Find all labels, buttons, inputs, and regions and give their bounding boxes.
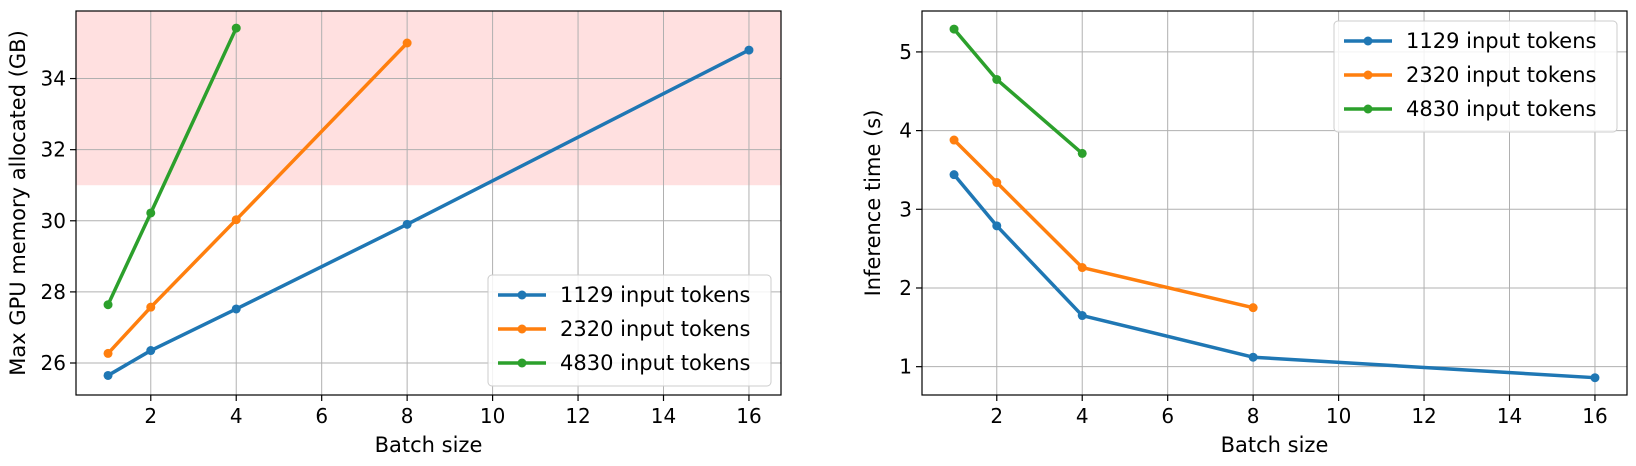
data-point [992,178,1002,188]
y-tick-label: 5 [899,40,912,64]
legend-label: 2320 input tokens [1406,63,1596,87]
x-tick-label: 10 [1326,404,1351,428]
x-tick-label: 10 [480,404,505,428]
data-point [949,24,959,34]
data-point [231,304,241,314]
legend-marker [517,358,527,368]
x-tick-label: 8 [1247,404,1260,428]
plot-frame [921,10,1628,396]
memory-chart: 2 4 6 8 10 12 14 16 26 28 30 32 34 Batch size Max GPU … [6,10,782,457]
legend: 1129 input tokens 2320 input tokens 4830 i… [1333,20,1618,133]
legend-box [1333,20,1618,133]
y-tick-label: 32 [41,138,66,162]
data-point [1077,148,1087,158]
legend-label: 2320 input tokens [560,317,750,341]
data-point [402,219,412,229]
y-axis-label: Max GPU memory allocated (GB) [6,30,30,376]
y-tick-label: 26 [41,351,66,375]
x-tick-label: 14 [1497,404,1522,428]
x-tick-label: 6 [1161,404,1174,428]
x-tick-label: 12 [1411,404,1436,428]
legend-label: 1129 input tokens [1406,29,1596,53]
legend-marker [1363,104,1373,114]
series-line [952,27,1084,156]
x-tick-label: 6 [315,404,328,428]
data-point [146,302,156,312]
x-tick-label: 4 [1076,404,1089,428]
series-line [952,172,1597,380]
data-point [231,23,241,33]
x-tick-label: 14 [651,404,676,428]
data-point [1248,303,1258,313]
legend: 1129 input tokens 2320 input tokens 4830 i… [487,274,772,387]
legend-marker [1363,70,1373,80]
data-point [949,135,959,145]
y-tick-label: 2 [899,276,912,300]
data-point [744,45,754,55]
legend-label: 1129 input tokens [560,283,750,307]
data-point [402,38,412,48]
x-tick-label: 16 [1582,404,1607,428]
data-point [103,348,113,358]
series-line [106,41,409,356]
y-tick-label: 1 [899,355,912,379]
y-axis-label: Inference time (s) [861,110,885,297]
x-tick-label: 16 [736,404,761,428]
data-point [1248,352,1258,362]
y-tick-label: 30 [41,209,66,233]
legend-label: 4830 input tokens [1406,97,1596,121]
shaded-region [76,11,781,186]
data-point [231,215,241,225]
x-tick-label: 2 [990,404,1003,428]
legend-label: 4830 input tokens [560,351,750,375]
data-point [1077,263,1087,273]
y-tick-label: 4 [899,119,912,143]
x-axis-label: Batch size [375,433,483,457]
data-point [103,300,113,310]
legend-marker [517,290,527,300]
y-tick-label: 28 [41,280,66,304]
legend-marker [517,324,527,334]
x-tick-label: 4 [230,404,243,428]
data-point [949,170,959,180]
legend-marker [1363,36,1373,46]
data-point [1590,373,1600,383]
x-tick-label: 12 [565,404,590,428]
x-tick-label: 8 [401,404,414,428]
y-tick-label: 3 [899,197,912,221]
data-point [992,74,1002,84]
legend-box [487,274,772,387]
y-tick-label: 34 [41,67,66,91]
data-point [1077,311,1087,321]
data-point [992,221,1002,231]
data-point [146,346,156,356]
x-axis-label: Batch size [1221,433,1329,457]
data-point [103,370,113,380]
plot-frame [75,10,782,396]
x-tick-label: 2 [144,404,157,428]
data-point [146,208,156,218]
series-line [952,138,1255,310]
